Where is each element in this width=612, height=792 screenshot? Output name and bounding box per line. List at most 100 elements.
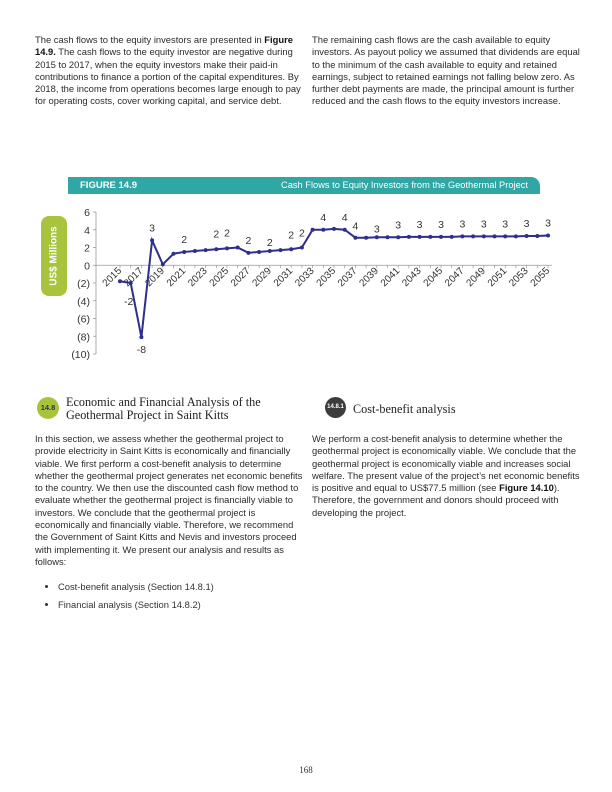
y-tick-label: (6) — [77, 314, 90, 326]
text: ). Therefore, the government and donors … — [312, 482, 560, 518]
data-point — [118, 279, 122, 284]
x-tick-label: 2041 — [379, 265, 403, 289]
x-tick-label: 2015 — [101, 265, 125, 289]
data-point — [150, 238, 155, 243]
data-label: 4 — [352, 221, 358, 233]
data-label: 3 — [502, 218, 508, 230]
y-tick-label: (10) — [71, 349, 90, 361]
data-point — [439, 234, 443, 239]
subsection-heading: Cost-benefit analysis — [353, 402, 456, 416]
y-tick-label: 0 — [84, 260, 90, 272]
data-point — [364, 235, 369, 240]
data-point — [546, 233, 550, 238]
intro-paragraph-left: The cash flows to the equity investors a… — [35, 34, 303, 108]
data-label: 3 — [524, 218, 530, 230]
x-tick-label: 2035 — [315, 265, 339, 289]
data-label: 3 — [417, 219, 423, 231]
data-point — [225, 246, 229, 251]
figure-number: FIGURE 14.9 — [80, 180, 138, 191]
data-point — [299, 245, 304, 250]
data-point — [374, 235, 379, 240]
section-heading: Economic and Financial Analysis of the G… — [66, 395, 261, 422]
data-point — [139, 335, 144, 340]
data-label: 2 — [224, 227, 230, 239]
data-label: -2 — [124, 296, 133, 308]
data-point — [310, 227, 315, 232]
data-label: 4 — [342, 212, 348, 224]
y-tick-label: 6 — [84, 207, 90, 219]
bullet-item: Cost-benefit analysis (Section 14.8.1) — [58, 578, 307, 596]
data-point — [289, 247, 294, 252]
x-tick-label: 2055 — [529, 265, 553, 289]
data-point — [406, 234, 411, 239]
x-tick-label: 2023 — [186, 265, 210, 289]
data-point — [396, 235, 401, 240]
data-point — [203, 248, 208, 253]
x-tick-label: 2033 — [293, 265, 317, 289]
data-point — [524, 233, 529, 238]
data-point — [492, 234, 497, 239]
section-content: In this section, we assess whether the g… — [35, 433, 307, 613]
data-label: -8 — [137, 344, 146, 356]
data-point — [503, 234, 508, 239]
y-tick-label: (4) — [77, 296, 90, 308]
data-point — [428, 234, 433, 239]
data-label: 3 — [374, 223, 380, 235]
x-tick-label: 2043 — [400, 265, 424, 289]
data-point — [513, 234, 518, 239]
data-label: 3 — [149, 222, 155, 234]
data-point — [128, 281, 133, 285]
x-tick-label: 2045 — [422, 265, 446, 289]
bullet-item: Financial analysis (Section 14.8.2) — [58, 596, 307, 614]
y-tick-label: 4 — [84, 225, 90, 237]
data-label: 2 — [299, 228, 305, 240]
data-label: 4 — [320, 212, 326, 224]
data-point — [332, 226, 336, 231]
data-point — [171, 251, 176, 256]
section-badge: 14.8 — [37, 397, 59, 419]
text: We perform a cost-benefit analysis to de… — [312, 433, 580, 494]
y-tick-label: (2) — [77, 278, 90, 290]
x-tick-label: 2017 — [122, 265, 146, 289]
data-label: 3 — [459, 218, 465, 230]
data-point — [535, 233, 540, 238]
data-point — [385, 235, 390, 240]
x-tick-label: 2025 — [208, 265, 232, 289]
data-point — [257, 249, 262, 254]
figure-reference: Figure 14.9. — [35, 34, 293, 58]
data-label: 2 — [213, 228, 219, 240]
x-tick-label: 2047 — [443, 265, 467, 289]
subsection-badge: 14.8.1 — [325, 397, 346, 418]
x-tick-label: 2031 — [272, 265, 296, 289]
data-label: 3 — [545, 218, 551, 230]
data-label: 3 — [395, 219, 401, 231]
data-point — [471, 234, 476, 239]
x-tick-label: 2039 — [357, 265, 381, 289]
data-point — [267, 249, 272, 254]
data-label: 2 — [267, 237, 273, 249]
data-point — [481, 234, 486, 239]
y-tick-label: (8) — [77, 331, 90, 343]
data-point — [182, 249, 187, 254]
bullet-list: Cost-benefit analysis (Section 14.8.1) F… — [38, 578, 307, 613]
intro-paragraph-right: The remaining cash flows are the cash av… — [312, 34, 580, 107]
subsection-body: We perform a cost-benefit analysis to de… — [312, 433, 584, 519]
y-tick-label: 2 — [84, 243, 90, 255]
data-point — [160, 262, 165, 267]
data-label: 3 — [481, 218, 487, 230]
data-label: 3 — [438, 219, 444, 231]
text: The cash flows to the equity investors a… — [35, 34, 265, 45]
data-label: 2 — [288, 229, 294, 241]
section-body: In this section, we assess whether the g… — [35, 433, 303, 567]
y-axis-label: US$ Millions — [41, 216, 67, 296]
data-point — [214, 247, 219, 252]
cash-flow-line-chart: 6420(2)(4)(6)(8)(10)20152017201920212023… — [71, 207, 553, 361]
data-point — [449, 234, 454, 239]
data-point — [417, 234, 422, 239]
x-tick-label: 2053 — [507, 265, 531, 289]
data-point — [460, 234, 465, 239]
x-tick-label: 2021 — [165, 265, 189, 289]
text: The cash flows to the equity investor ar… — [35, 46, 301, 107]
x-tick-label: 2029 — [250, 265, 274, 289]
data-label: 2 — [245, 235, 251, 247]
